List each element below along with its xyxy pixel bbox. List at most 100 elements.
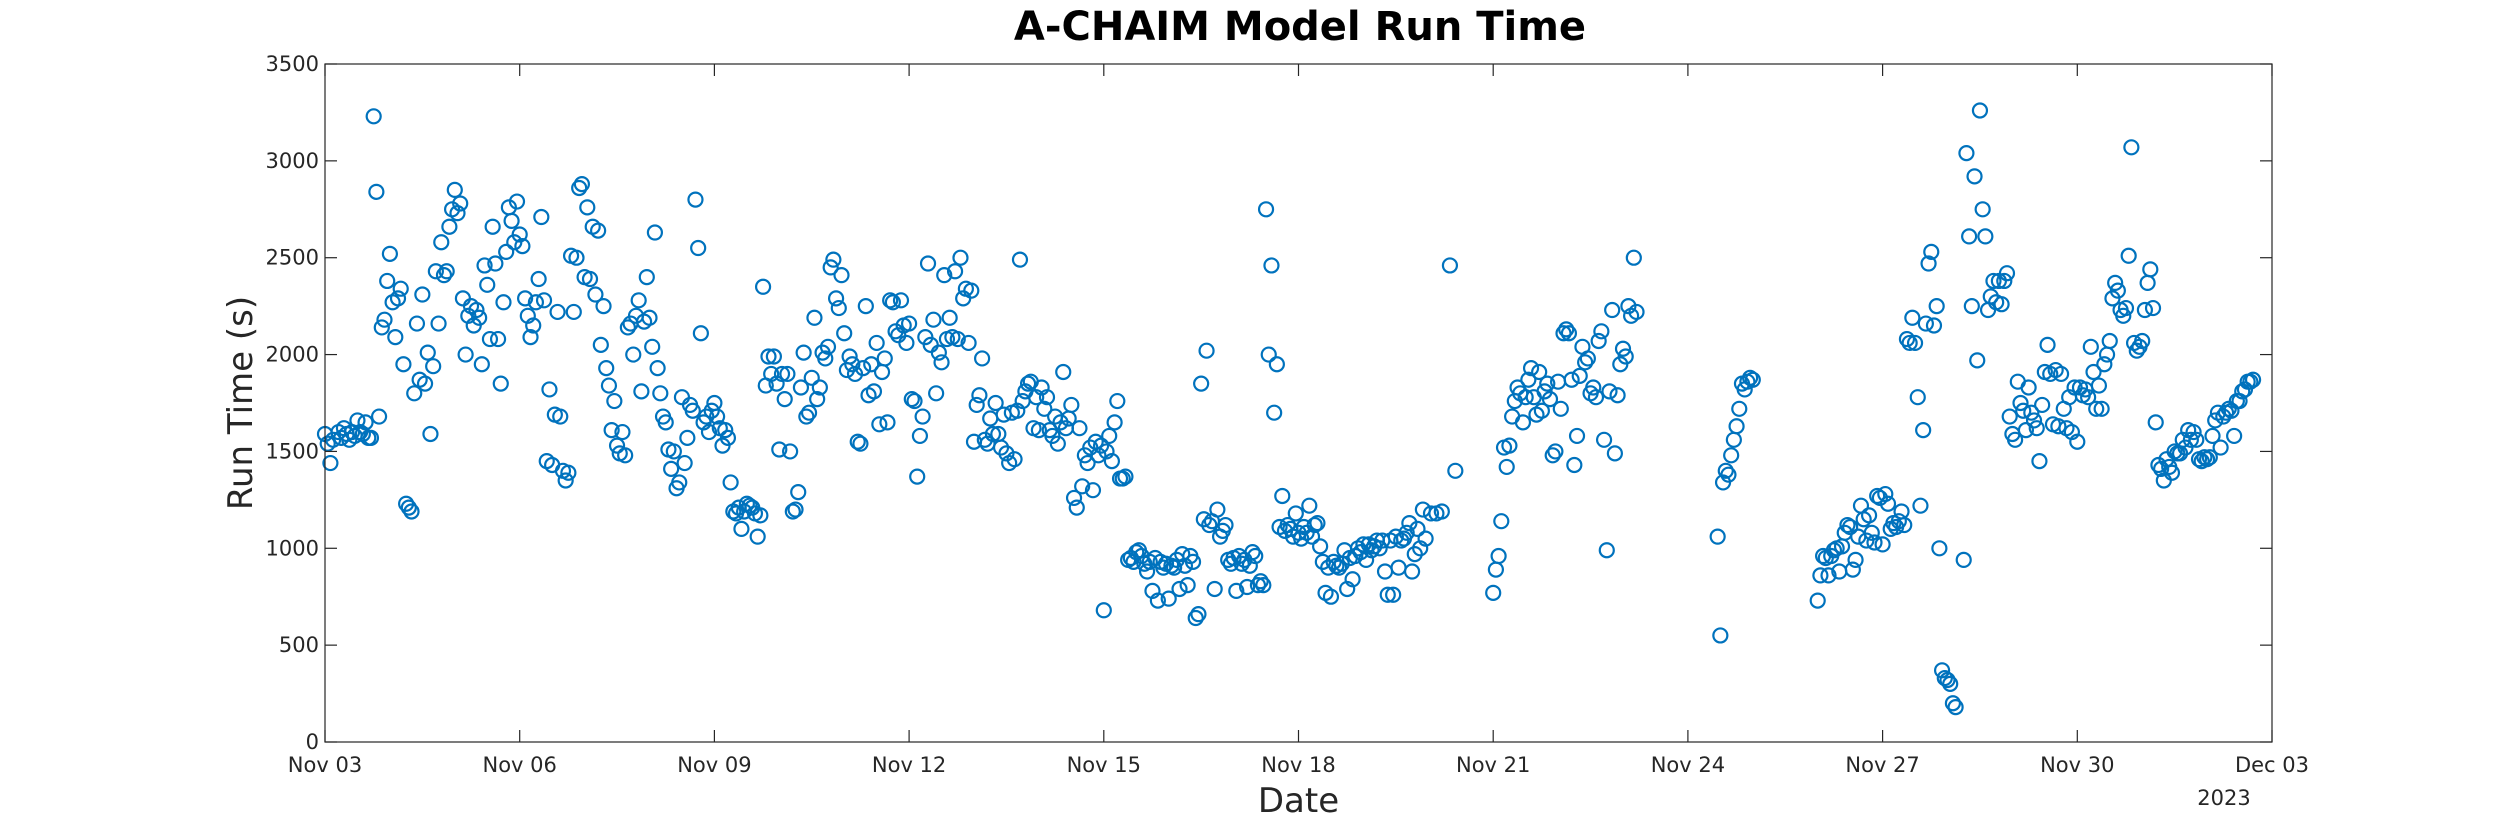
data-point: [446, 181, 463, 199]
data-point: [1101, 427, 1118, 445]
data-point: [2199, 451, 2216, 468]
data-point: [1915, 422, 1932, 439]
data-point: [568, 249, 585, 266]
data-point: [560, 464, 577, 481]
data-point: [2212, 439, 2229, 456]
data-point: [2196, 449, 2213, 466]
data-point: [1398, 524, 1415, 541]
data-point: [422, 425, 439, 443]
data-point: [1260, 346, 1277, 363]
data-point: [1233, 555, 1250, 572]
data-point: [1201, 516, 1218, 534]
y-axis-label: Run Time (s): [221, 296, 261, 510]
data-point: [906, 392, 923, 410]
data-point: [1268, 356, 1285, 373]
data-point: [984, 425, 1002, 443]
data-point: [652, 385, 669, 402]
data-point: [649, 360, 666, 377]
data-point: [955, 290, 972, 307]
x-tick-label: Nov 24: [1651, 753, 1725, 777]
data-point: [754, 278, 772, 295]
data-point: [1709, 528, 1726, 545]
data-point: [1522, 360, 1540, 377]
data-point: [435, 267, 453, 284]
data-point: [430, 315, 447, 332]
data-point: [571, 179, 588, 197]
data-point: [833, 267, 850, 284]
data-point: [1579, 350, 1596, 367]
data-point: [2185, 423, 2202, 441]
data-point: [1839, 516, 1856, 534]
data-point: [379, 272, 396, 290]
data-point: [1055, 363, 1072, 381]
data-point: [1931, 540, 1948, 557]
data-point: [2182, 431, 2199, 448]
data-point: [914, 408, 931, 425]
data-point: [1036, 400, 1053, 417]
data-point: [2101, 332, 2118, 350]
data-point: [1558, 321, 1575, 338]
data-point: [487, 255, 504, 272]
data-point: [1925, 317, 1943, 334]
data-point: [573, 176, 591, 193]
data-point: [1228, 582, 1245, 600]
data-point: [565, 303, 582, 321]
data-point: [1217, 516, 1234, 534]
data-point: [373, 319, 390, 336]
data-point: [1301, 497, 1318, 514]
data-point: [2031, 453, 2048, 470]
data-point: [1577, 354, 1594, 371]
data-point: [865, 383, 883, 400]
data-point: [349, 412, 366, 429]
data-point: [822, 259, 839, 276]
data-point: [911, 427, 929, 445]
plot-area-frame: [324, 63, 2273, 743]
data-point: [771, 441, 788, 458]
data-point: [1731, 400, 1748, 417]
data-point: [1193, 375, 1210, 392]
data-point: [1487, 561, 1505, 578]
data-point: [852, 435, 869, 452]
data-point: [1074, 478, 1091, 495]
data-point: [1609, 387, 1626, 404]
data-point: [684, 402, 701, 419]
data-point: [790, 484, 807, 501]
data-point: [592, 336, 609, 353]
data-point: [641, 309, 658, 326]
data-point: [603, 422, 620, 439]
data-point: [625, 346, 642, 363]
data-point: [1422, 505, 1440, 522]
data-point: [1996, 272, 2013, 290]
data-point: [1844, 561, 1861, 578]
data-point: [2017, 422, 2035, 439]
data-point: [1030, 422, 1048, 439]
data-point: [765, 348, 782, 365]
data-point: [1595, 431, 1613, 448]
data-point: [2090, 377, 2108, 394]
data-point: [1409, 520, 1426, 538]
data-point: [541, 381, 558, 398]
data-point: [968, 396, 985, 414]
data-point: [600, 377, 618, 394]
data-point: [898, 334, 915, 352]
data-point: [1942, 675, 1959, 692]
data-point: [1255, 576, 1272, 594]
data-point: [2115, 307, 2132, 324]
data-point: [581, 270, 599, 288]
data-point: [419, 344, 436, 361]
data-point: [930, 344, 947, 361]
data-point: [1944, 695, 1962, 712]
data-point: [1901, 334, 1918, 352]
data-point: [2120, 247, 2137, 264]
x-tick-label: Nov 12: [872, 753, 946, 777]
data-point: [1904, 309, 1921, 326]
x-axis-label: Date: [1258, 781, 1339, 821]
data-point: [1520, 371, 1537, 388]
data-point: [903, 391, 920, 408]
data-point: [646, 224, 664, 241]
data-point: [514, 237, 531, 255]
data-point: [849, 433, 866, 450]
data-point: [900, 315, 918, 332]
data-point: [1249, 576, 1267, 594]
data-point: [2050, 418, 2067, 435]
